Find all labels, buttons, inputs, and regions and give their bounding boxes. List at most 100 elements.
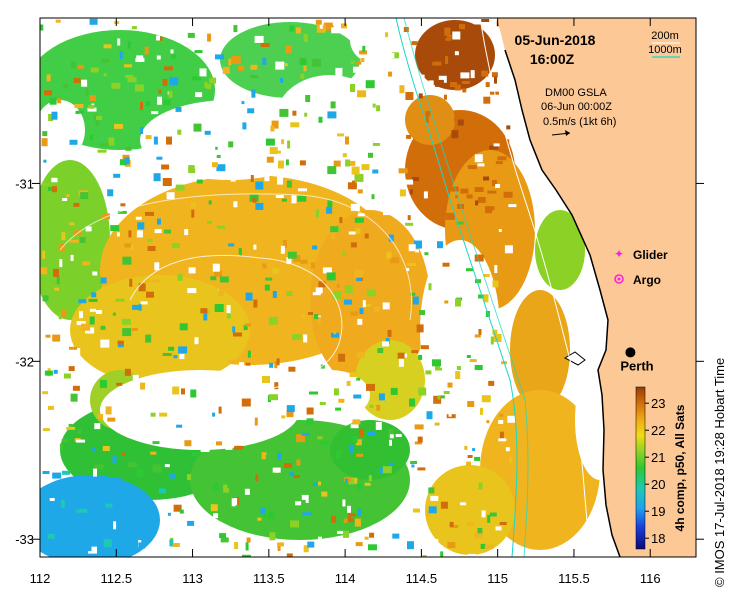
sst-pixel xyxy=(254,417,258,426)
sst-pixel xyxy=(241,398,251,407)
sst-pixel xyxy=(292,110,297,116)
sst-pixel xyxy=(474,365,483,370)
isobath-1000m-b xyxy=(403,18,529,557)
sst-pixel xyxy=(265,138,275,146)
sst-pixel xyxy=(498,438,507,442)
sst-pixel xyxy=(59,259,63,268)
sst-pixel xyxy=(317,316,321,325)
sst-pixel xyxy=(50,488,57,495)
sst-pixel xyxy=(55,412,65,416)
sst-pixel xyxy=(304,112,308,117)
sst-pixel xyxy=(290,298,298,306)
sst-pixel xyxy=(281,198,287,202)
sst-pixel xyxy=(358,428,364,437)
sst-pixel xyxy=(350,424,359,429)
y-tick-label: -32 xyxy=(15,354,34,369)
isobath-label-200: 200m xyxy=(651,30,679,42)
sst-pixel xyxy=(184,533,188,541)
sst-pixel xyxy=(262,57,267,65)
sst-pixel xyxy=(219,276,229,283)
sst-pixel xyxy=(484,544,494,549)
sst-pixel xyxy=(171,243,180,249)
sst-pixel xyxy=(274,361,278,369)
sst-pixel xyxy=(414,441,422,445)
sst-pixel xyxy=(195,92,203,98)
sst-pixel xyxy=(49,498,55,501)
sst-pixel xyxy=(326,206,333,214)
sst-pixel xyxy=(250,64,258,70)
sst-pixel xyxy=(357,189,363,194)
sst-pixel xyxy=(415,249,419,253)
sst-pixel xyxy=(181,388,185,395)
sst-pixel xyxy=(85,88,89,96)
sst-pixel xyxy=(409,209,417,214)
sst-pixel xyxy=(337,530,346,534)
sst-pixel xyxy=(125,146,132,151)
sst-pixel xyxy=(163,99,171,106)
sst-pixel xyxy=(364,482,371,486)
sst-pixel xyxy=(353,22,361,30)
sst-pixel xyxy=(322,267,332,274)
colorbar-tick-label: 21 xyxy=(651,450,665,465)
sst-pixel xyxy=(227,313,231,319)
sst-pixel xyxy=(367,432,376,435)
sst-pixel xyxy=(146,101,150,107)
sst-pixel xyxy=(234,542,239,549)
sst-pixel xyxy=(212,162,218,168)
map-date: 05-Jun-2018 xyxy=(515,32,596,48)
sst-pixel xyxy=(487,514,491,523)
sst-pixel xyxy=(274,382,279,390)
x-tick-label: 114.5 xyxy=(406,571,438,586)
sst-pixel xyxy=(467,553,476,557)
sst-pixel xyxy=(96,115,103,120)
sst-pixel xyxy=(187,32,195,38)
sst-pixel xyxy=(108,137,115,146)
x-tick-label: 116 xyxy=(640,571,661,586)
sst-pixel xyxy=(349,444,354,453)
sst-pixel xyxy=(137,334,144,339)
sst-pixel xyxy=(149,130,159,139)
sst-pixel xyxy=(52,186,57,193)
colorbar-ticks: 18 19 20 21 22 23 xyxy=(645,396,665,546)
sst-pixel xyxy=(417,467,426,471)
sst-pixel xyxy=(41,358,47,365)
sst-pixel xyxy=(432,359,441,367)
sst-pixel xyxy=(68,366,75,372)
sst-pixel xyxy=(229,328,233,334)
sst-pixel xyxy=(388,234,394,242)
sst-pixel xyxy=(495,161,503,165)
sst-pixel xyxy=(136,55,144,60)
sst-pixel xyxy=(356,111,364,119)
sst-pixel xyxy=(409,189,413,195)
sst-pixel xyxy=(164,66,173,71)
sst-pixel xyxy=(312,482,318,486)
sst-pixel xyxy=(48,114,54,121)
sst-pixel xyxy=(312,245,318,250)
sst-pixel xyxy=(252,197,257,203)
sst-pixel xyxy=(387,200,392,206)
sst-pixel xyxy=(481,395,491,403)
sst-pixel xyxy=(285,159,289,166)
sst-pixel xyxy=(500,487,509,491)
sst-pixel xyxy=(140,127,144,134)
sst-pixel xyxy=(73,78,81,84)
sst-pixel xyxy=(494,76,497,84)
sst-pixel xyxy=(431,250,441,258)
sst-pixel xyxy=(116,232,120,237)
sst-pixel xyxy=(215,539,225,546)
sst-pixel xyxy=(204,104,211,108)
sst-pixel xyxy=(303,545,309,553)
sst-pixel xyxy=(111,82,121,89)
sst-pixel xyxy=(335,407,342,411)
sst-pixel xyxy=(74,482,83,486)
sst-pixel xyxy=(145,135,152,140)
sst-pixel xyxy=(247,108,255,114)
sst-pixel xyxy=(427,431,436,439)
sst-pixel xyxy=(509,456,512,464)
sst-pixel xyxy=(331,515,337,523)
sst-pixel xyxy=(265,454,270,463)
sst-pixel xyxy=(281,139,285,145)
sst-pixel xyxy=(478,482,483,490)
sst-pixel xyxy=(85,226,92,232)
sst-pixel xyxy=(218,288,224,296)
